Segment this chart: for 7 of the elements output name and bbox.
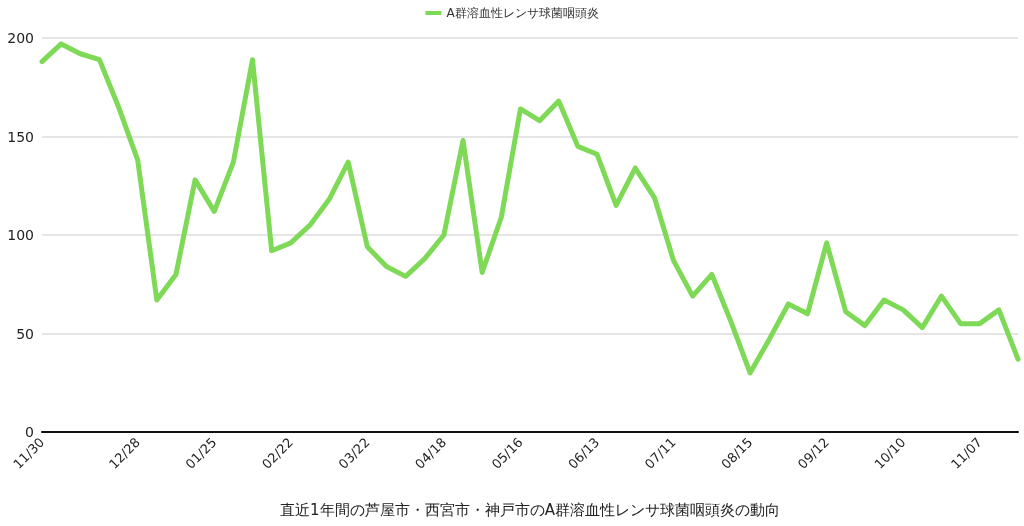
x-axis-title: 直近1年間の芦屋市・西宮市・神戸市のA群溶血性レンサ球菌咽頭炎の動向 bbox=[280, 500, 780, 519]
y-tick-label: 0 bbox=[25, 424, 34, 440]
y-tick-label: 100 bbox=[7, 227, 34, 243]
legend-label: A群溶血性レンサ球菌咽頭炎 bbox=[446, 6, 599, 20]
y-tick-label: 200 bbox=[7, 30, 34, 46]
y-tick-label: 150 bbox=[7, 128, 34, 145]
y-tick-label: 50 bbox=[16, 325, 34, 342]
